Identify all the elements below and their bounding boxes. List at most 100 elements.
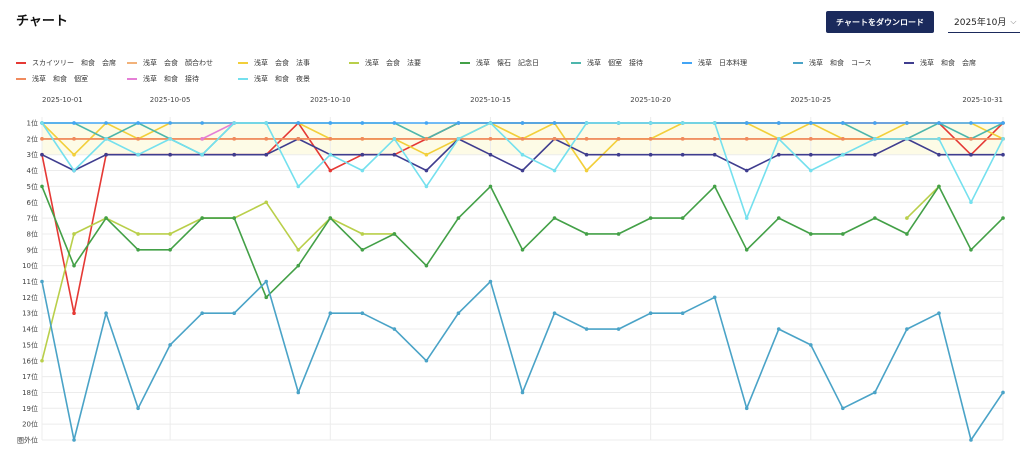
data-point bbox=[40, 279, 44, 284]
x-tick-label: 2025-10-15 bbox=[470, 96, 511, 104]
data-point bbox=[841, 152, 845, 157]
data-point bbox=[648, 152, 653, 157]
data-point bbox=[744, 168, 749, 173]
legend-swatch bbox=[238, 78, 248, 80]
data-point bbox=[392, 327, 397, 331]
data-point bbox=[264, 279, 269, 284]
data-point bbox=[456, 121, 461, 125]
data-point bbox=[488, 279, 493, 284]
data-point bbox=[809, 121, 813, 125]
data-point bbox=[360, 137, 365, 141]
data-point bbox=[360, 152, 365, 157]
data-point bbox=[873, 121, 877, 125]
data-point bbox=[264, 121, 269, 125]
data-point bbox=[744, 248, 749, 252]
y-tick-label: 7位 bbox=[27, 214, 38, 223]
data-point bbox=[40, 184, 44, 189]
legend-item[interactable]: 浅草 和食 接待 bbox=[127, 72, 199, 86]
legend-item[interactable]: 浅草 和食 個室 bbox=[16, 72, 88, 86]
data-point bbox=[776, 137, 781, 141]
legend-label: スカイツリー 和食 会席 bbox=[32, 59, 116, 67]
data-point bbox=[264, 295, 269, 300]
data-point bbox=[648, 311, 653, 315]
data-point bbox=[136, 406, 140, 411]
data-point bbox=[488, 184, 493, 189]
data-point bbox=[168, 137, 172, 141]
data-point bbox=[264, 200, 269, 205]
month-select[interactable]: 2025年10月 ⌵ bbox=[948, 11, 1020, 33]
data-point bbox=[520, 152, 525, 157]
legend-swatch bbox=[127, 62, 137, 64]
data-point bbox=[392, 152, 397, 157]
data-point bbox=[328, 121, 333, 125]
data-point bbox=[72, 152, 76, 157]
data-point bbox=[104, 137, 108, 141]
legend-label: 浅草 和食 コース bbox=[809, 59, 872, 67]
legend-label: 浅草 会食 法事 bbox=[254, 59, 310, 67]
download-chart-button[interactable]: チャートをダウンロード bbox=[826, 11, 934, 33]
data-point bbox=[937, 137, 941, 141]
data-point bbox=[1001, 121, 1005, 125]
data-point bbox=[552, 168, 557, 173]
data-point bbox=[809, 168, 813, 173]
legend-item[interactable]: 浅草 日本料理 bbox=[682, 56, 747, 70]
data-point bbox=[296, 121, 301, 125]
data-point bbox=[680, 311, 685, 315]
legend-item[interactable]: スカイツリー 和食 会席 bbox=[16, 56, 116, 70]
data-point bbox=[296, 263, 301, 268]
data-point bbox=[905, 232, 909, 236]
data-point bbox=[424, 137, 429, 141]
data-point bbox=[72, 232, 76, 236]
legend-item[interactable]: 浅草 会食 法要 bbox=[349, 56, 421, 70]
legend-item[interactable]: 浅草 個室 接待 bbox=[571, 56, 643, 70]
data-point bbox=[905, 327, 909, 331]
series-group bbox=[40, 279, 1005, 442]
data-point bbox=[136, 152, 140, 157]
data-point bbox=[776, 216, 781, 220]
data-point bbox=[680, 121, 685, 125]
legend-label: 浅草 和食 個室 bbox=[32, 75, 88, 83]
y-tick-label: 16位 bbox=[22, 356, 38, 365]
data-point bbox=[584, 137, 589, 141]
data-point bbox=[200, 311, 204, 315]
data-point bbox=[552, 121, 557, 125]
data-point bbox=[360, 232, 365, 236]
data-point bbox=[40, 358, 44, 363]
data-point bbox=[616, 232, 621, 236]
data-point bbox=[841, 232, 845, 236]
data-point bbox=[328, 152, 333, 157]
data-point bbox=[937, 184, 941, 189]
data-point bbox=[72, 263, 76, 268]
legend-swatch bbox=[682, 62, 692, 64]
x-tick-label: 2025-10-31 bbox=[962, 96, 1003, 104]
legend-swatch bbox=[460, 62, 470, 64]
legend-item[interactable]: 浅草 会食 法事 bbox=[238, 56, 310, 70]
data-point bbox=[488, 137, 493, 141]
data-point bbox=[616, 121, 621, 125]
series-group bbox=[40, 184, 1005, 300]
legend-item[interactable]: 浅草 会食 顔合わせ bbox=[127, 56, 213, 70]
y-tick-label: 17位 bbox=[22, 372, 38, 381]
legend-item[interactable]: 浅草 和食 会席 bbox=[904, 56, 976, 70]
data-point bbox=[776, 327, 781, 331]
data-point bbox=[1001, 390, 1005, 395]
data-point bbox=[969, 137, 973, 141]
legend-item[interactable]: 浅草 懐石 記念日 bbox=[460, 56, 539, 70]
data-point bbox=[520, 168, 525, 173]
y-tick-label: 10位 bbox=[22, 261, 38, 270]
y-tick-label: 18位 bbox=[22, 388, 38, 397]
page-title: チャート bbox=[16, 14, 68, 29]
legend-item[interactable]: 浅草 和食 夜景 bbox=[238, 72, 310, 86]
data-point bbox=[40, 152, 44, 157]
x-tick-label: 2025-10-05 bbox=[150, 96, 191, 104]
data-point bbox=[809, 137, 813, 141]
series-line bbox=[906, 185, 940, 219]
legend-label: 浅草 日本料理 bbox=[698, 59, 747, 67]
y-tick-label: 12位 bbox=[22, 293, 38, 302]
data-point bbox=[232, 121, 236, 125]
legend-item[interactable]: 浅草 和食 コース bbox=[793, 56, 872, 70]
y-tick-label: 5位 bbox=[27, 182, 38, 191]
legend-label: 浅草 会食 顔合わせ bbox=[143, 59, 213, 67]
data-point bbox=[264, 137, 269, 141]
data-point bbox=[104, 121, 108, 125]
